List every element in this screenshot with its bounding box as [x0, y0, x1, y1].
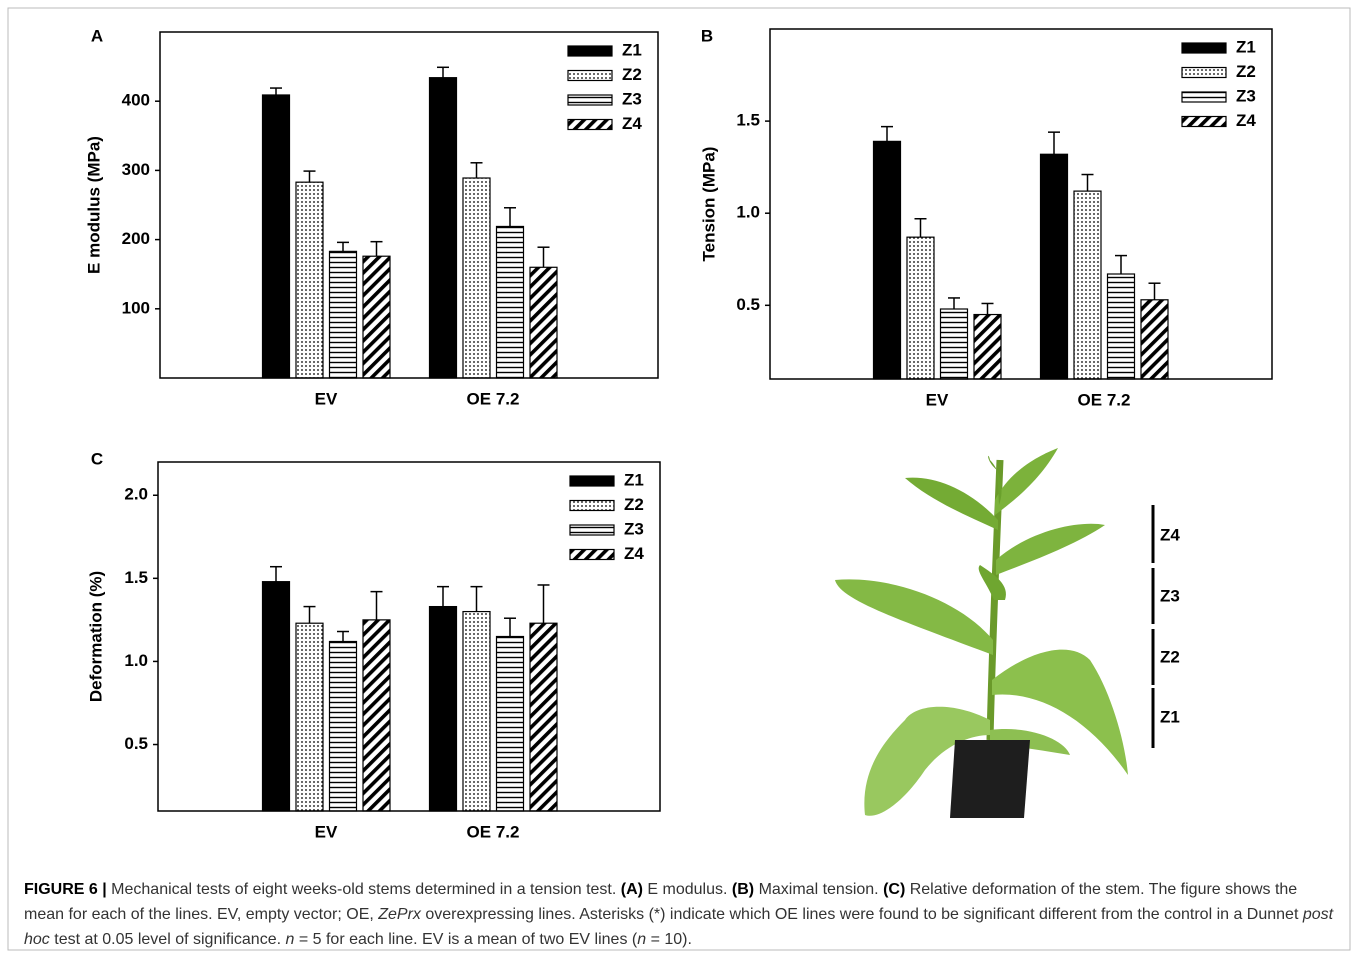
legend-label: Z1	[1236, 37, 1256, 56]
legend-label: Z4	[1236, 111, 1256, 130]
caption-run: = 10).	[646, 931, 692, 948]
bar	[1141, 300, 1168, 379]
caption-run: Mechanical tests of eight weeks-old stem…	[107, 881, 621, 898]
bar	[330, 251, 357, 378]
caption-run: (C)	[883, 881, 905, 898]
legend-label: Z1	[622, 40, 642, 59]
panel-label: A	[91, 26, 103, 45]
x-tick-label: OE 7.2	[467, 822, 520, 841]
x-tick-label: OE 7.2	[1078, 390, 1131, 409]
bar	[363, 256, 390, 378]
legend-swatch	[568, 95, 612, 105]
legend-label: Z3	[624, 519, 644, 538]
figure: Z4 Z3 Z2 Z1 A E modulus (MPa) 100 200 300 400…	[0, 0, 1358, 957]
y-tick-label: 200	[122, 229, 150, 248]
bar	[874, 141, 901, 379]
legend-swatch	[568, 46, 612, 56]
plot-frame	[158, 462, 660, 811]
bar	[296, 623, 323, 811]
caption-run: FIGURE 6 |	[24, 881, 107, 898]
caption-run: (A)	[621, 881, 643, 898]
y-tick-label: 1.0	[124, 651, 148, 670]
zone-label: Z1	[1160, 707, 1180, 726]
legend-swatch	[1182, 68, 1226, 78]
bar	[463, 178, 490, 378]
bar	[497, 226, 524, 378]
x-tick-label: OE 7.2	[467, 389, 520, 408]
y-axis-label: Deformation (%)	[86, 571, 105, 702]
y-tick-label: 2.0	[124, 485, 148, 504]
legend-label: Z2	[1236, 62, 1256, 81]
legend-swatch	[568, 120, 612, 130]
bar	[530, 267, 557, 378]
bar	[263, 582, 290, 811]
bar	[907, 237, 934, 379]
zone-label: Z2	[1160, 647, 1180, 666]
panel-label: B	[701, 26, 713, 45]
y-axis-label: Tension (MPa)	[699, 147, 718, 262]
legend-label: Z2	[622, 65, 642, 84]
caption-run: Maximal tension.	[754, 881, 883, 898]
bar	[530, 623, 557, 811]
legend-swatch	[1182, 117, 1226, 127]
legend-swatch	[1182, 92, 1226, 102]
plot-frame	[770, 29, 1272, 379]
bar	[1108, 274, 1135, 379]
legend-label: Z4	[622, 114, 642, 133]
bar	[296, 182, 323, 378]
caption: FIGURE 6 | Mechanical tests of eight wee…	[24, 877, 1336, 952]
y-axis-label: E modulus (MPa)	[84, 136, 103, 274]
legend-label: Z2	[624, 495, 644, 514]
caption-run: = 5 for each line. EV is a mean of two E…	[294, 931, 637, 948]
caption-run: ZePrx	[378, 906, 421, 923]
legend-swatch	[570, 476, 614, 486]
bar	[1074, 191, 1101, 379]
caption-run: n	[637, 931, 646, 948]
bar	[430, 78, 457, 378]
panel-label: C	[91, 449, 103, 468]
legend-label: Z4	[624, 544, 644, 563]
y-tick-label: 400	[122, 91, 150, 110]
legend-label: Z3	[1236, 86, 1256, 105]
legend-label: Z3	[622, 89, 642, 108]
y-tick-label: 100	[122, 298, 150, 317]
x-tick-label: EV	[315, 389, 338, 408]
caption-run: E modulus.	[643, 881, 732, 898]
y-tick-label: 1.5	[124, 568, 148, 587]
legend-swatch	[570, 525, 614, 535]
caption-run: overexpressing lines. Asterisks (*) indi…	[421, 906, 1303, 923]
bar	[330, 641, 357, 811]
zone-label: Z3	[1160, 586, 1180, 605]
y-tick-label: 0.5	[736, 295, 760, 314]
y-tick-label: 300	[122, 160, 150, 179]
plant-photo: Z4 Z3 Z2 Z1	[835, 448, 1180, 818]
y-tick-label: 1.0	[736, 203, 760, 222]
bar	[263, 95, 290, 378]
legend-swatch	[1182, 43, 1226, 53]
caption-run: test at 0.05 level of significance.	[50, 931, 286, 948]
legend-label: Z1	[624, 470, 644, 489]
plot-frame	[160, 32, 658, 378]
bar	[463, 612, 490, 811]
bar	[363, 620, 390, 811]
bar	[1041, 154, 1068, 379]
x-tick-label: EV	[315, 822, 338, 841]
bar	[974, 315, 1001, 379]
bar	[497, 637, 524, 812]
page: {"chart_data": [ {"type": "bar", "panel_…	[0, 0, 1358, 957]
y-tick-label: 0.5	[124, 734, 148, 753]
zone-label: Z4	[1160, 525, 1180, 544]
legend-swatch	[568, 71, 612, 81]
figure-frame	[8, 8, 1350, 950]
caption-run: (B)	[732, 881, 754, 898]
legend-swatch	[570, 501, 614, 511]
y-tick-label: 1.5	[736, 111, 760, 130]
legend-swatch	[570, 550, 614, 560]
bar	[941, 309, 968, 379]
bar	[430, 607, 457, 811]
x-tick-label: EV	[926, 390, 949, 409]
